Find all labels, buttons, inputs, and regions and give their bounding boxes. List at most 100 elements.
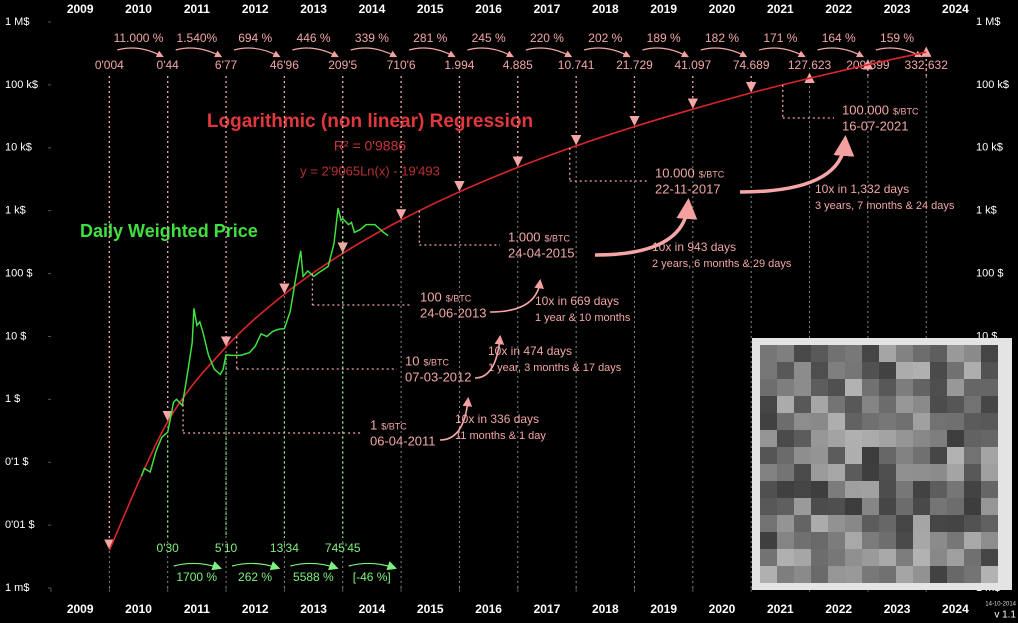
growth-percent: 182 % (705, 31, 739, 45)
growth-arrow (817, 47, 865, 58)
x-tick-label: 2009 (67, 602, 94, 616)
qr-cell (845, 379, 862, 396)
x-tick-label: 2020 (709, 602, 736, 616)
qr-cell (913, 498, 930, 515)
milestone-date: 16-07-2021 (842, 118, 909, 133)
qr-cell (760, 498, 777, 515)
x-tick-label: 2013 (300, 602, 327, 616)
qr-cell (913, 396, 930, 413)
qr-cell (913, 430, 930, 447)
qr-cell (794, 498, 811, 515)
qr-cell (913, 362, 930, 379)
qr-cell (879, 447, 896, 464)
x-tick-label: 2010 (125, 2, 152, 16)
x-tick-label: 2023 (884, 2, 911, 16)
qr-cell (964, 396, 981, 413)
x-tick-label: 2009 (67, 2, 94, 16)
x-tick-label: 2015 (417, 2, 444, 16)
growth-percent: 11.000 % (114, 31, 164, 45)
qr-cell (794, 532, 811, 549)
qr-cell (811, 430, 828, 447)
growth-arrow (175, 47, 223, 58)
y-tick-label: 1 k$ (5, 205, 26, 217)
qr-cell (845, 481, 862, 498)
qr-cell (811, 379, 828, 396)
milestone-unit: $/BTC (423, 357, 449, 367)
growth-percent: 202 % (588, 31, 622, 45)
qr-cell (777, 430, 794, 447)
qr-cell (947, 481, 964, 498)
qr-cell (760, 464, 777, 481)
x-tick-label: 2021 (767, 2, 794, 16)
qr-cell (862, 345, 879, 362)
qr-cell (981, 396, 998, 413)
projection-label: 74.689 (733, 58, 770, 72)
projection-label: 6'77 (215, 58, 238, 72)
qr-cell (964, 362, 981, 379)
qr-cell (811, 345, 828, 362)
qr-cell (862, 566, 879, 583)
x-tick-label: 2018 (592, 602, 619, 616)
qr-cell (777, 362, 794, 379)
growth-detail: 2 years, 6 months & 29 days (652, 258, 792, 270)
qr-cell (879, 532, 896, 549)
x-tick-label: 2024 (942, 2, 969, 16)
y-tick-label: 100 k$ (976, 79, 1009, 91)
qr-cell (777, 447, 794, 464)
projection-label: 0'44 (157, 58, 180, 72)
milestone-unit: $/BTC (699, 169, 725, 179)
x-tick-label: 2016 (475, 2, 502, 16)
projection-label: 1.994 (444, 58, 474, 72)
y-tick-label: 10 k$ (5, 142, 32, 154)
qr-cell (947, 447, 964, 464)
growth-detail: 1 year & 10 months (535, 312, 631, 324)
qr-cell (760, 379, 777, 396)
qr-cell (777, 532, 794, 549)
qr-cell (981, 481, 998, 498)
growth-percent: 281 % (413, 31, 447, 45)
qr-cell (760, 532, 777, 549)
qr-cell (794, 396, 811, 413)
growth-arrow (642, 47, 689, 58)
qr-cell (930, 515, 947, 532)
qr-cell (760, 362, 777, 379)
qr-cell (913, 379, 930, 396)
milestone-date: 24-04-2015 (508, 245, 575, 260)
y-tick-label: 1 M$ (5, 16, 29, 28)
milestone-value: 10 (405, 353, 419, 368)
qr-cell (879, 566, 896, 583)
qr-cell (811, 362, 828, 379)
growth-arrow (700, 47, 748, 58)
growth-percent: 1.540% (177, 31, 218, 45)
milestone-date: 24-06-2013 (420, 305, 487, 320)
projection-label: 4.885 (503, 58, 533, 72)
growth-text: 10x in 669 days (535, 294, 619, 308)
qr-cell (913, 532, 930, 549)
qr-cell (981, 464, 998, 481)
qr-cell (760, 549, 777, 566)
milestone-value: 1 (370, 417, 377, 432)
x-tick-label: 2011 (184, 2, 210, 16)
projection-label: 46'96 (270, 58, 299, 72)
qr-cell (777, 549, 794, 566)
growth-percent: 694 % (238, 31, 272, 45)
qr-cell (862, 549, 879, 566)
x-tick-label: 2014 (359, 602, 386, 616)
growth-arrow (467, 47, 514, 58)
price-line (140, 207, 389, 477)
qr-cell (879, 481, 896, 498)
qr-cell (777, 498, 794, 515)
growth-text: 10x in 336 days (455, 412, 539, 426)
growth-percent: 220 % (530, 31, 564, 45)
price-label: 13'34 (270, 541, 299, 555)
qr-cell (981, 379, 998, 396)
qr-cell (811, 532, 828, 549)
qr-cell (828, 481, 845, 498)
qr-cell (896, 396, 913, 413)
growth-arrow (439, 396, 473, 441)
qr-cell (964, 549, 981, 566)
x-tick-label: 2023 (884, 602, 911, 616)
qr-cell (879, 379, 896, 396)
qr-cell (947, 413, 964, 430)
projection-label: 332.632 (905, 58, 949, 72)
